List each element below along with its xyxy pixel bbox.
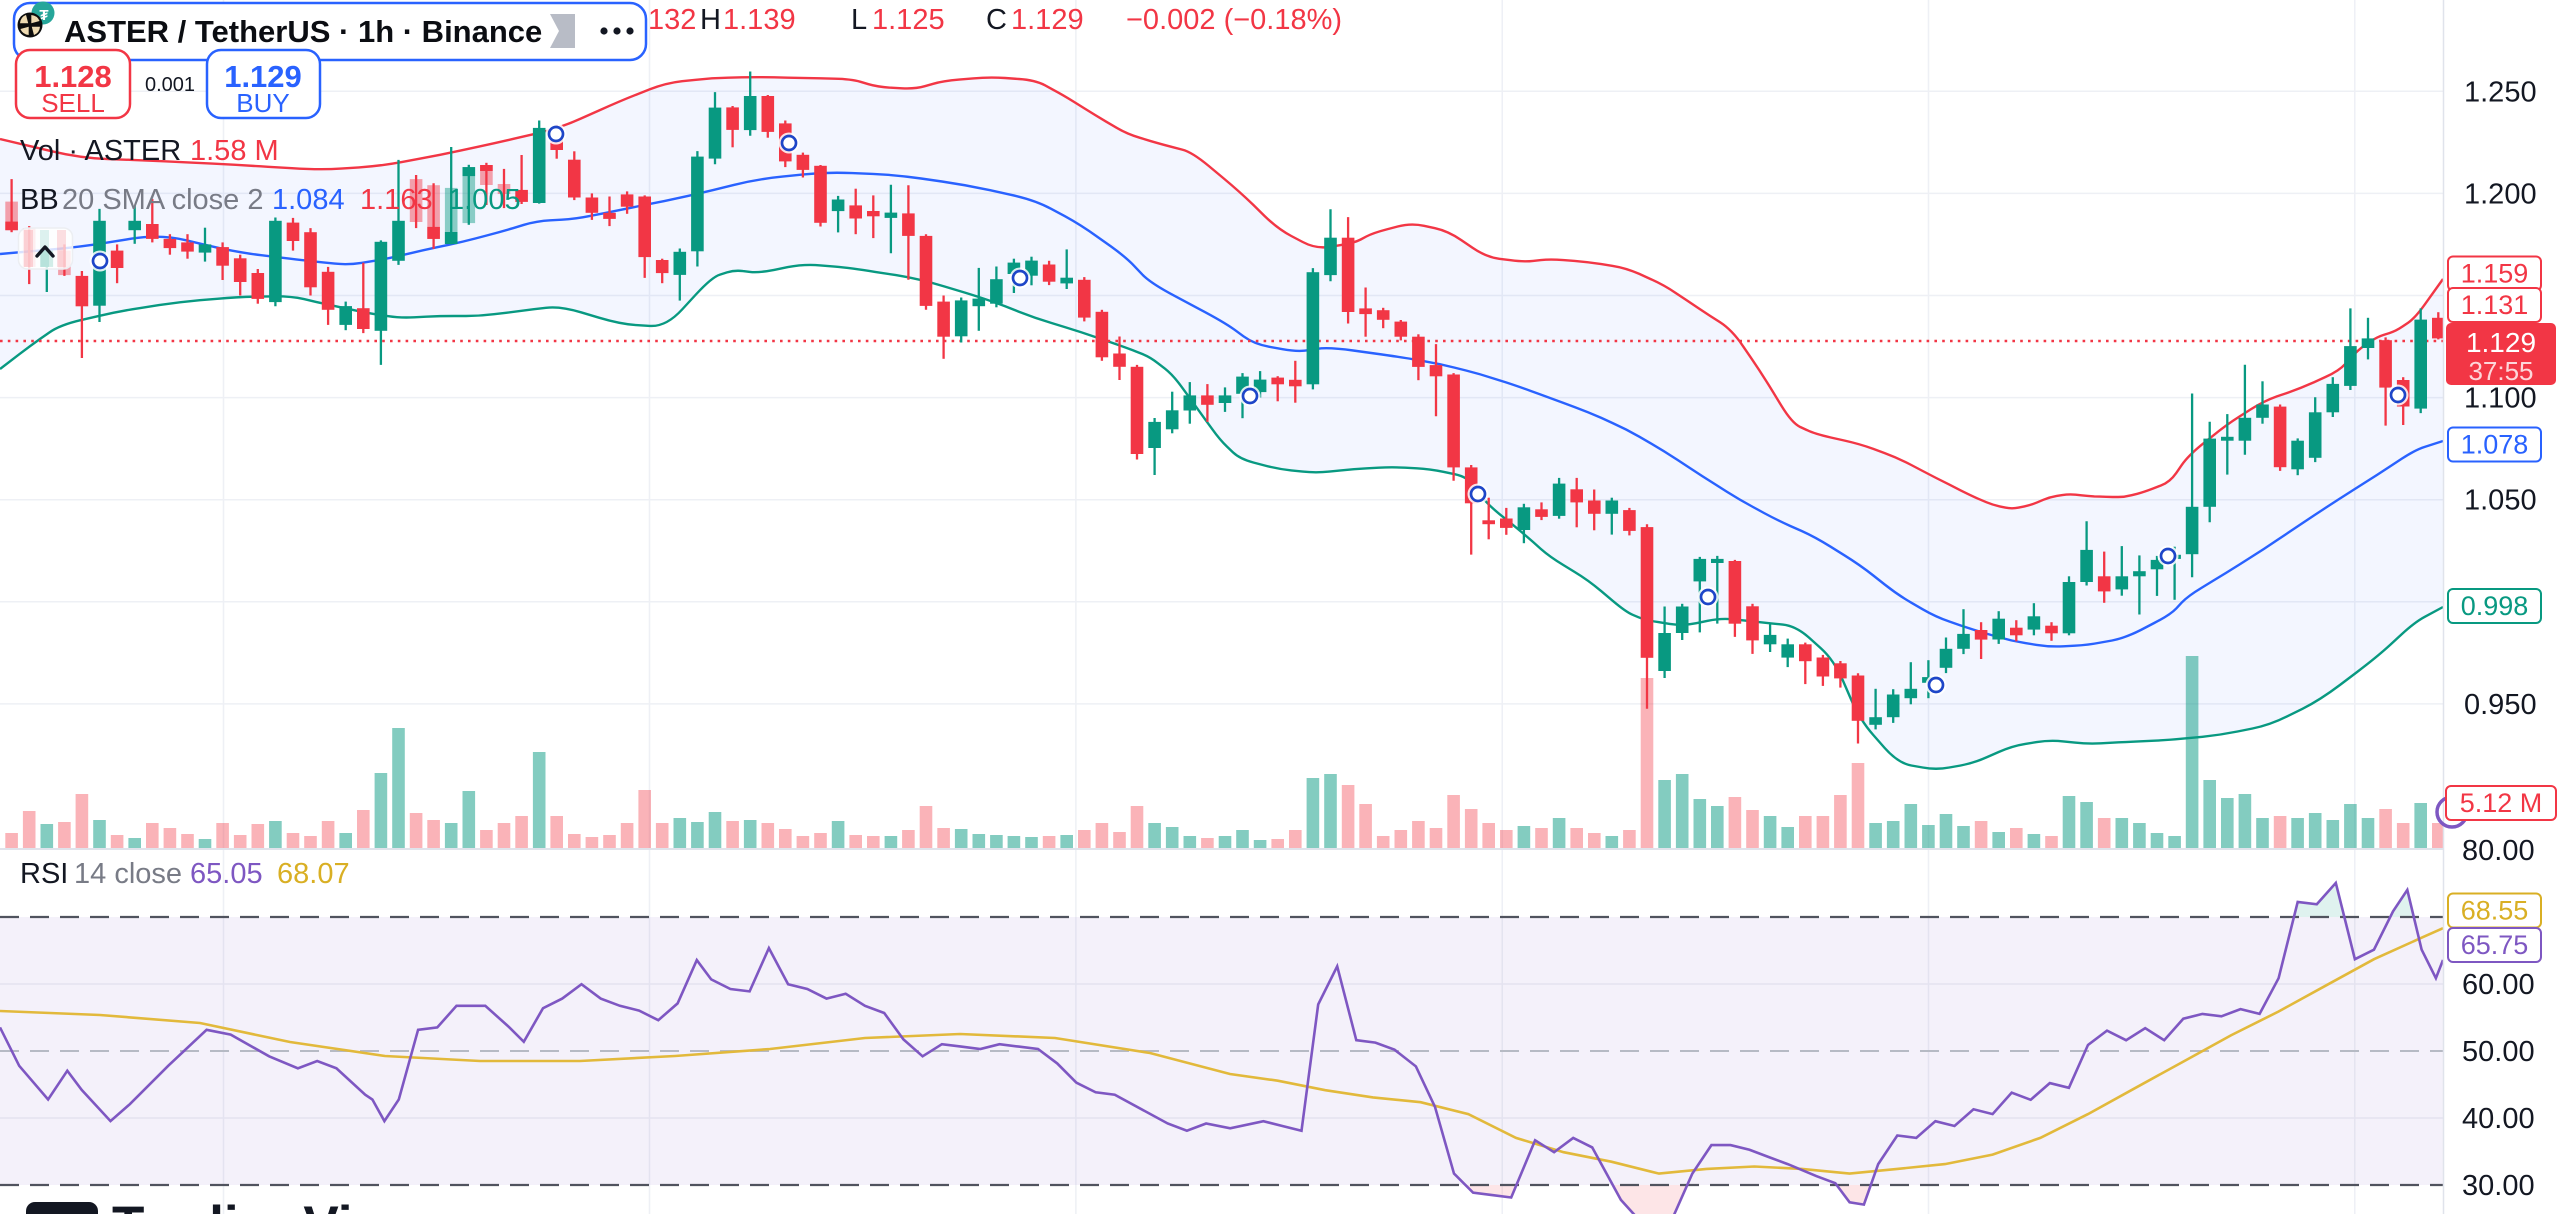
svg-text:1.139: 1.139 bbox=[723, 4, 796, 36]
svg-text:0.998: 0.998 bbox=[2461, 591, 2529, 621]
svg-text:40.00: 40.00 bbox=[2462, 1103, 2535, 1135]
svg-text:H: H bbox=[700, 4, 721, 36]
svg-text:−0.002 (−0.18%): −0.002 (−0.18%) bbox=[1126, 4, 1342, 36]
svg-text:RSI: RSI bbox=[20, 858, 68, 890]
svg-text:1.005: 1.005 bbox=[448, 184, 521, 216]
svg-text:1.129: 1.129 bbox=[2466, 327, 2536, 358]
svg-text:60.00: 60.00 bbox=[2462, 969, 2535, 1001]
svg-text:1.084: 1.084 bbox=[272, 184, 345, 216]
svg-text:1.100: 1.100 bbox=[2464, 383, 2537, 415]
svg-text:ASTER / TetherUS · 1h · Binanc: ASTER / TetherUS · 1h · Binance bbox=[64, 14, 542, 49]
svg-text:1.125: 1.125 bbox=[872, 4, 945, 36]
svg-text:BUY: BUY bbox=[236, 88, 289, 118]
svg-text:1.050: 1.050 bbox=[2464, 485, 2537, 517]
svg-text:14 close: 14 close bbox=[74, 858, 182, 890]
svg-text:1.58 M: 1.58 M bbox=[190, 135, 279, 167]
svg-text:1.163: 1.163 bbox=[360, 184, 433, 216]
svg-text:1.200: 1.200 bbox=[2464, 178, 2537, 210]
svg-text:80.00: 80.00 bbox=[2462, 835, 2535, 867]
svg-text:132: 132 bbox=[648, 4, 696, 36]
svg-text:0.001: 0.001 bbox=[145, 74, 195, 96]
svg-text:L: L bbox=[851, 4, 867, 36]
svg-text:20 SMA close 2: 20 SMA close 2 bbox=[62, 184, 264, 216]
svg-text:Vol · ASTER: Vol · ASTER bbox=[20, 135, 181, 167]
svg-text:0.950: 0.950 bbox=[2464, 689, 2537, 721]
svg-text:65.05: 65.05 bbox=[190, 858, 263, 890]
svg-text:65.75: 65.75 bbox=[2461, 930, 2529, 960]
svg-text:50.00: 50.00 bbox=[2462, 1036, 2535, 1068]
svg-text:TradingView: TradingView bbox=[112, 1196, 424, 1214]
svg-text:37:55: 37:55 bbox=[2468, 356, 2533, 386]
svg-text:1.250: 1.250 bbox=[2464, 76, 2537, 108]
svg-text:1.129: 1.129 bbox=[1011, 4, 1084, 36]
svg-text:BB: BB bbox=[20, 184, 59, 216]
svg-text:1.078: 1.078 bbox=[2461, 430, 2529, 460]
svg-text:1.131: 1.131 bbox=[2461, 290, 2529, 320]
svg-text:SELL: SELL bbox=[41, 88, 105, 118]
svg-text:30.00: 30.00 bbox=[2462, 1170, 2535, 1202]
svg-text:68.07: 68.07 bbox=[277, 858, 350, 890]
svg-text:1.159: 1.159 bbox=[2461, 259, 2529, 289]
svg-text:C: C bbox=[986, 4, 1007, 36]
svg-text:5.12 M: 5.12 M bbox=[2460, 788, 2543, 818]
svg-text:68.55: 68.55 bbox=[2461, 896, 2529, 926]
